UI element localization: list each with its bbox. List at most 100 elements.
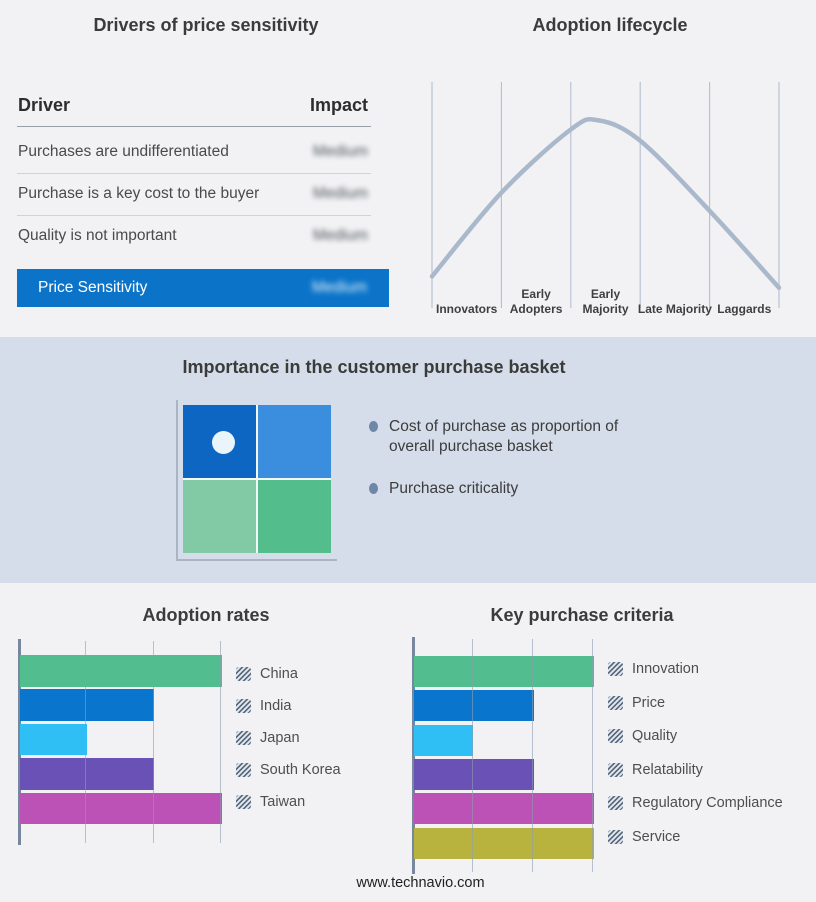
quadrant-cell-bottom-right <box>258 480 331 553</box>
table-row: Purchases are undifferentiated Medium <box>18 140 368 164</box>
purchase-basket-section: Importance in the customer purchase bask… <box>0 337 816 583</box>
gridline <box>532 639 534 872</box>
legend-label: India <box>260 698 292 714</box>
legend-item: Regulatory Compliance <box>608 795 783 811</box>
header-divider <box>17 126 371 127</box>
row-divider <box>17 172 371 174</box>
gridline <box>85 641 87 843</box>
legend-item: South Korea <box>236 762 341 778</box>
hatched-swatch-icon <box>608 762 623 777</box>
lifecycle-title: Adoption lifecycle <box>532 15 688 35</box>
stage-label-laggards: Laggards <box>717 301 772 316</box>
stage-label-early-adopters: Early Adopters <box>509 287 563 316</box>
legend-label: Quality <box>632 728 678 744</box>
legend-label: South Korea <box>260 762 341 778</box>
legend-item: Service <box>608 829 680 845</box>
bar-relatability <box>413 758 534 790</box>
drivers-table-header: Driver Impact <box>18 92 368 118</box>
hatched-swatch-icon <box>236 667 251 681</box>
basket-x-axis <box>176 559 337 561</box>
legend-label: Service <box>632 828 681 845</box>
impact-cell-redacted: Medium <box>311 279 367 296</box>
bar-south-korea <box>19 758 155 790</box>
impact-cell-redacted: Medium <box>312 143 368 160</box>
table-row: Quality is not important Medium <box>18 224 368 248</box>
row-divider <box>17 214 371 216</box>
legend-label: Price <box>632 694 666 711</box>
hatched-swatch-icon <box>608 796 623 810</box>
legend-item: Taiwan <box>236 794 305 810</box>
bullet-item: Cost of purchase as proportion of overal… <box>369 417 637 456</box>
adoption-rates-title: Adoption rates <box>142 605 270 625</box>
hatched-swatch-icon <box>236 795 251 809</box>
legend-item: India <box>236 698 291 714</box>
legend-item: Quality <box>608 728 677 744</box>
bar-innovation <box>413 656 594 687</box>
gridline <box>220 641 222 843</box>
impact-cell-redacted: Medium <box>312 185 368 202</box>
adoption-rates-plot <box>18 639 222 845</box>
website-link[interactable]: www.technavio.com <box>356 875 485 891</box>
price-sensitivity-label: Price Sensitivity <box>38 279 148 296</box>
quadrant-cell-bottom-left <box>183 480 256 553</box>
hatched-swatch-icon <box>236 699 251 713</box>
bar-price <box>413 690 534 722</box>
stage-label-early-majority: Early Majority <box>582 287 629 316</box>
legend-item: Price <box>608 695 665 711</box>
hatched-swatch-icon <box>608 729 623 743</box>
gridline <box>592 639 594 872</box>
purchase-basket-quadrant <box>183 405 331 553</box>
drivers-title: Drivers of price sensitivity <box>93 15 319 35</box>
legend-label: Relatability <box>632 761 703 778</box>
basket-bullet-list: Cost of purchase as proportion of overal… <box>369 417 637 522</box>
price-sensitivity-highlight-row: Price Sensitivity Medium <box>17 269 389 307</box>
legend-label: Innovation <box>632 661 699 677</box>
gridline <box>152 641 154 843</box>
stage-label-late-majority: Late Majority <box>637 301 712 316</box>
key-purchase-criteria-plot <box>412 637 594 874</box>
basket-y-axis <box>176 400 178 560</box>
bullet-text: Cost of purchase as proportion of overal… <box>389 418 619 455</box>
stage-label-innovators: Innovators <box>436 301 498 316</box>
legend-item: Relatability <box>608 762 703 778</box>
table-row: Purchase is a key cost to the buyer Medi… <box>18 182 368 206</box>
bar-regulatory-compliance <box>413 793 594 825</box>
bullet-item: Purchase criticality <box>369 479 637 499</box>
value-axis <box>412 637 415 874</box>
quadrant-cell-top-right <box>258 405 331 478</box>
hatched-swatch-icon <box>608 829 623 844</box>
bottom-charts-section: Adoption rates Key purchase criteria www… <box>0 583 816 902</box>
position-marker-dot <box>212 431 235 454</box>
hatched-swatch-icon <box>236 763 251 777</box>
legend-label: China <box>260 666 298 682</box>
bell-curve <box>429 117 782 290</box>
bar-india <box>19 689 155 721</box>
bar-quality <box>413 724 474 756</box>
basket-title: Importance in the customer purchase bask… <box>182 357 566 377</box>
legend-label: Japan <box>260 730 300 746</box>
bar-japan <box>19 723 87 756</box>
key-purchase-criteria-title: Key purchase criteria <box>490 605 674 625</box>
driver-column-header: Driver <box>18 94 71 115</box>
gridline <box>471 639 474 872</box>
driver-cell: Quality is not important <box>18 227 177 244</box>
hatched-swatch-icon <box>608 662 623 676</box>
impact-cell-redacted: Medium <box>312 227 368 244</box>
lifecycle-curve-svg <box>429 82 782 308</box>
bar-taiwan <box>19 792 222 825</box>
value-axis <box>18 639 21 845</box>
bullet-text: Purchase criticality <box>389 480 519 497</box>
legend-item: China <box>236 666 298 682</box>
driver-cell: Purchase is a key cost to the buyer <box>18 185 260 202</box>
legend-item: Japan <box>236 730 300 746</box>
hatched-swatch-icon <box>236 731 251 745</box>
bar-service <box>413 827 594 859</box>
legend-label: Regulatory Compliance <box>632 795 783 811</box>
quadrant-cell-top-left <box>183 405 256 478</box>
legend-item: Innovation <box>608 661 699 677</box>
bullet-icon <box>369 483 378 494</box>
top-section: Drivers of price sensitivity Driver Impa… <box>0 0 816 337</box>
adoption-lifecycle-chart: Innovators Early Adopters Early Majority La… <box>424 82 788 342</box>
impact-column-header: Impact <box>309 94 368 115</box>
